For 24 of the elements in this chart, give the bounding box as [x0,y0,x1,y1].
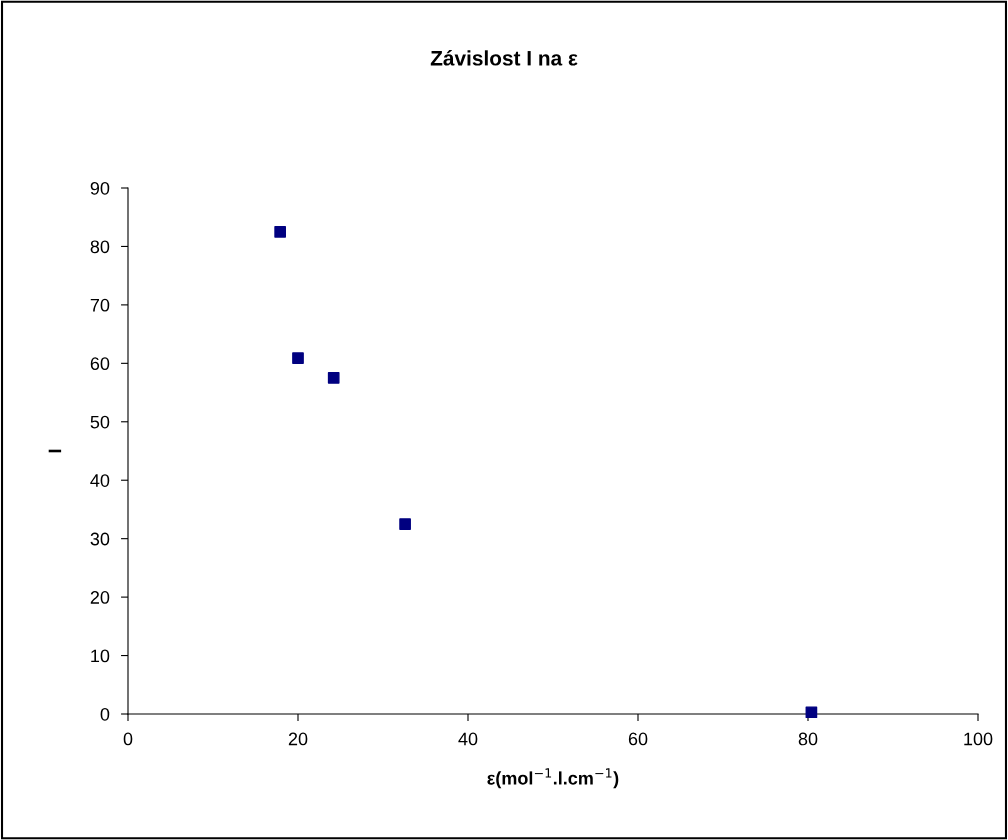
x-axis-title: ε(mol$^{−1}$.l.cm$^{−1}$) [487,768,619,789]
y-tick-label: 70 [90,298,110,312]
x-tick-label: 0 [123,732,133,746]
y-tick-label: 20 [90,591,110,604]
y-tick-label: 90 [90,181,110,195]
y-tick-label: 60 [90,357,110,371]
x-tick-label: 20 [288,732,308,746]
y-tick-label: 30 [90,532,110,546]
y-tick-label: 80 [90,240,110,254]
y-tick-label: 50 [90,415,110,429]
y-tick-label: 0 [100,707,110,721]
x-tick-label: 80 [798,732,818,746]
y-tick-label: 10 [91,649,110,663]
point [805,706,818,719]
y-axis-title: I [48,449,62,453]
point [399,518,411,530]
y-tick-label: 40 [90,474,110,487]
x-tick-label: 60 [628,732,648,746]
point [292,352,304,364]
point [274,225,286,238]
x-tick-label: 100 [964,732,993,746]
x-tick-label: 40 [458,732,478,746]
chart-title: Závislost I na ε [430,50,578,66]
point [327,372,340,384]
